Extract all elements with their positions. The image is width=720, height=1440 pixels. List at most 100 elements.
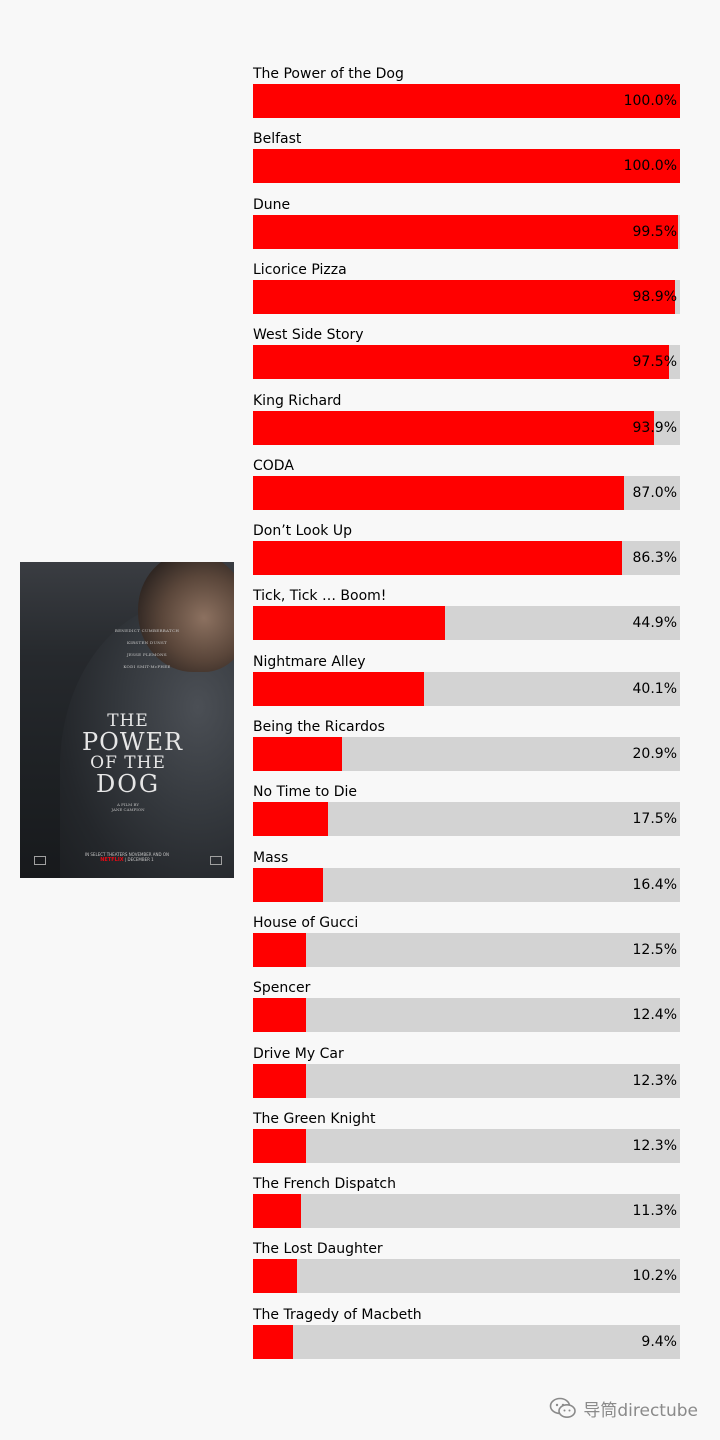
rating-icon — [34, 856, 46, 865]
bar-value-label: 11.3% — [632, 1203, 677, 1220]
bar-track: 87.0% — [253, 475, 680, 510]
poster-director-line: JANE CAMPION — [111, 807, 145, 812]
bar-value-label: 17.5% — [632, 811, 677, 828]
bar-value-label: 9.4% — [641, 1333, 677, 1350]
bar-value-label: 10.2% — [632, 1268, 677, 1285]
poster-cast-name: KIRSTEN DUNST — [126, 640, 168, 645]
bar-track: 12.4% — [253, 998, 680, 1033]
bar-track: 10.2% — [253, 1259, 680, 1294]
watermark: 导筒directube — [549, 1397, 698, 1421]
bar-category-label: Drive My Car — [253, 1045, 344, 1062]
bar — [253, 475, 625, 510]
bar-value-label: 87.0% — [632, 484, 677, 501]
bar-track: 98.9% — [253, 279, 680, 314]
bar-category-label: Nightmare Alley — [253, 653, 366, 670]
studio-icon — [210, 856, 222, 865]
bar-category-label: House of Gucci — [253, 914, 359, 931]
bar — [253, 541, 622, 576]
bar-value-label: 100.0% — [623, 93, 677, 109]
poster-title: THE POWER OF THE DOG — [82, 711, 184, 798]
bar-value-label: 86.3% — [632, 550, 677, 567]
bar-value-label: 20.9% — [632, 746, 677, 762]
poster-title-line: THE — [107, 711, 149, 731]
bar-category-label: Dune — [253, 196, 291, 213]
bar — [253, 1259, 297, 1294]
bar-track: 97.5% — [253, 345, 680, 380]
poster-release-text: IN SELECT THEATERS NOVEMBER AND ON — [84, 852, 170, 857]
bar — [253, 279, 676, 314]
bar-category-label: Belfast — [253, 131, 302, 148]
bar-track: 16.4% — [253, 867, 680, 902]
bar-track: 100.0% — [253, 149, 680, 184]
bar — [253, 932, 307, 967]
bar-category-label: Tick, Tick … Boom! — [253, 588, 387, 605]
bar-category-label: Don’t Look Up — [253, 523, 352, 540]
bar-track: 12.3% — [253, 1063, 680, 1098]
bar-category-label: The French Dispatch — [253, 1176, 396, 1193]
bar-category-label: The Tragedy of Macbeth — [253, 1306, 422, 1323]
poster-cast-name: KODI SMIT-McPHEE — [123, 664, 171, 669]
bar-value-label: 12.3% — [632, 1137, 677, 1154]
bar-track: 12.3% — [253, 1128, 680, 1163]
bar-value-label: 100.0% — [623, 158, 677, 175]
poster-director: A FILM BY JANE CAMPION — [90, 802, 166, 812]
bar-category-label: Licorice Pizza — [253, 261, 347, 278]
poster-netflix-logo: NETFLIX — [100, 857, 124, 863]
wechat-icon — [550, 1397, 577, 1418]
bar — [253, 214, 678, 249]
bar-value-label: 44.9% — [632, 615, 677, 632]
bar-category-label: Spencer — [253, 980, 311, 997]
bar — [253, 867, 324, 902]
movie-poster: BENEDICT CUMBERBATCH KIRSTEN DUNST JESSE… — [20, 562, 234, 878]
bar-category-label: No Time to Die — [253, 784, 357, 801]
bar-track: 17.5% — [253, 802, 680, 837]
bar-track: 12.5% — [253, 932, 680, 967]
bar — [253, 1063, 306, 1098]
bar-track: 11.3% — [253, 1194, 680, 1229]
bar-category-label: West Side Story — [253, 327, 364, 344]
bar-category-label: Being the Ricardos — [253, 719, 385, 735]
bar-track: 99.5% — [253, 214, 680, 249]
bar-category-label: Mass — [253, 849, 289, 866]
bar — [253, 606, 445, 641]
bar-value-label: 12.4% — [632, 1007, 677, 1024]
poster-director-line: A FILM BY — [116, 802, 140, 807]
poster-title-line: DOG — [95, 770, 161, 798]
bar — [253, 84, 680, 118]
poster-title-line: OF THE — [90, 753, 166, 773]
bar-track: 100.0% — [253, 84, 680, 118]
bar-value-label: 99.5% — [632, 223, 677, 240]
poster-title-line: POWER — [82, 728, 184, 756]
bar-value-label: 12.3% — [632, 1072, 677, 1089]
bar — [253, 802, 328, 837]
poster-release-date: DECEMBER 1 — [127, 857, 154, 862]
poster-release-info: IN SELECT THEATERS NOVEMBER AND ON NETFL… — [32, 852, 222, 866]
bar-category-label: King Richard — [253, 392, 342, 409]
bar-value-label: 98.9% — [632, 288, 677, 305]
bar-value-label: 40.1% — [632, 680, 677, 697]
bar-value-label: 12.5% — [632, 941, 677, 958]
bar-track: 86.3% — [253, 541, 680, 576]
bar — [253, 737, 343, 771]
poster-figure-head — [138, 562, 234, 672]
bar-category-label: CODA — [253, 457, 294, 474]
bar — [253, 149, 680, 184]
bar — [253, 1324, 294, 1359]
bar — [253, 345, 670, 380]
poster-cast-name: BENEDICT CUMBERBATCH — [114, 628, 180, 633]
bar-value-label: 97.5% — [632, 354, 677, 371]
bar-track: 93.9% — [253, 410, 680, 445]
bar-track: 44.9% — [253, 606, 680, 641]
bar-track: 40.1% — [253, 671, 680, 706]
bar-value-label: 16.4% — [632, 876, 677, 893]
poster-cast-credits: BENEDICT CUMBERBATCH KIRSTEN DUNST JESSE… — [112, 628, 182, 676]
bar — [253, 998, 306, 1033]
poster-cast-name: JESSE PLEMONS — [127, 652, 167, 657]
bar-value-label: 93.9% — [632, 419, 677, 436]
bar — [253, 410, 654, 445]
watermark-text: 导筒directube — [583, 1400, 698, 1421]
bar-category-label: The Lost Daughter — [253, 1241, 383, 1258]
bar-track: 9.4% — [253, 1324, 680, 1359]
bar-track: 20.9% — [253, 737, 680, 771]
bar-category-label: The Green Knight — [253, 1110, 376, 1127]
